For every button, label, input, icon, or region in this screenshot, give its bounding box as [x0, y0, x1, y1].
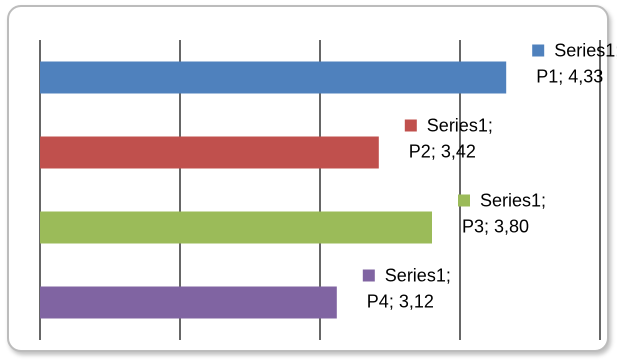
data-label-key-p4	[362, 269, 375, 282]
data-label-line2-p2: P2; 3,42	[409, 142, 476, 162]
data-label-line2-p1: P1; 4,33	[536, 67, 603, 87]
data-label-line2-p3: P3; 3,80	[462, 217, 529, 237]
data-label-key-p2	[404, 119, 417, 132]
bar-p3	[40, 211, 432, 244]
bar-p4	[40, 286, 337, 319]
data-label-key-p1	[532, 44, 545, 57]
data-label-line1-p2: Series1;	[427, 116, 493, 136]
data-label-line1-p3: Series1;	[480, 191, 546, 211]
bar-p1	[40, 61, 507, 94]
data-label-line1-p4: Series1;	[385, 266, 451, 286]
data-label-line2-p4: P4; 3,12	[367, 292, 434, 312]
bar-p2	[40, 136, 379, 169]
data-label-key-p3	[458, 194, 470, 207]
data-label-line1-p1: Series1;	[554, 41, 617, 61]
